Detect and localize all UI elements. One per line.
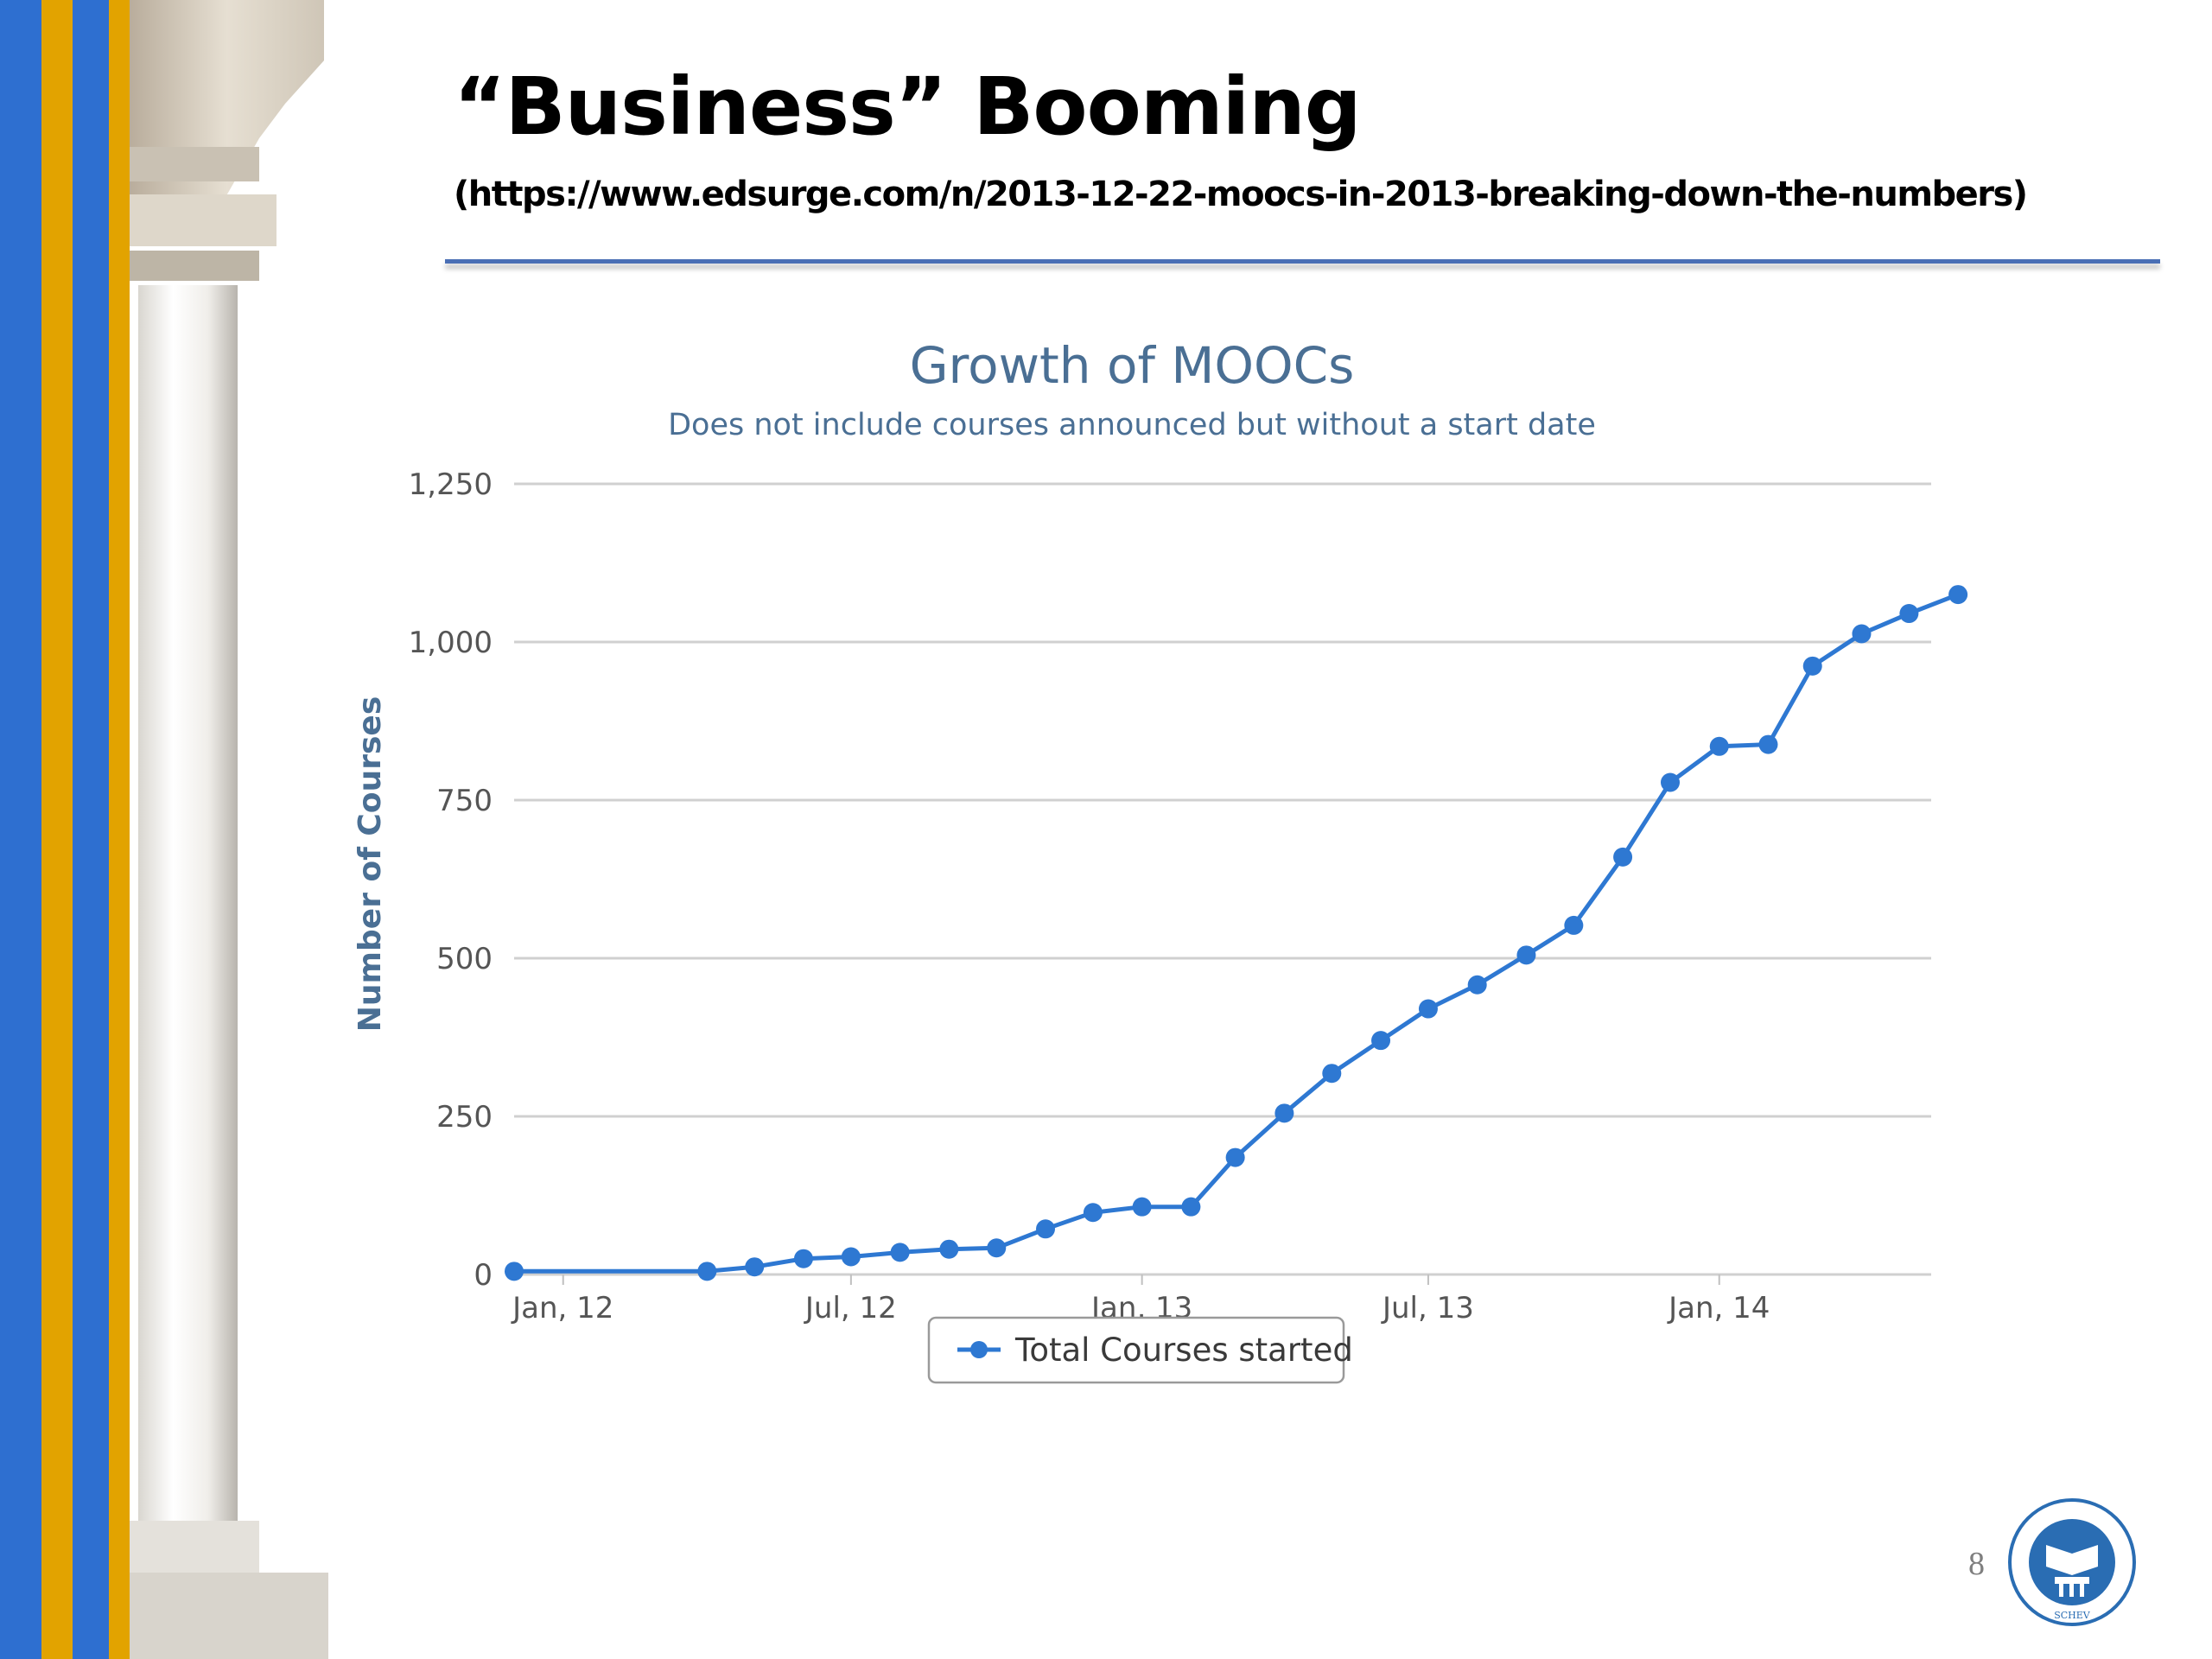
- series-total-courses-started: [505, 585, 1968, 1281]
- data-point[interactable]: [1036, 1219, 1055, 1239]
- y-axis-label: Number of Courses: [353, 696, 388, 1032]
- y-tick-label: 500: [436, 942, 493, 976]
- y-tick-label: 1,250: [409, 467, 493, 502]
- data-point[interactable]: [1899, 604, 1919, 624]
- column-background-image: [0, 0, 328, 1659]
- data-point[interactable]: [890, 1243, 910, 1262]
- data-point[interactable]: [1709, 736, 1729, 756]
- data-point[interactable]: [793, 1249, 813, 1268]
- data-point[interactable]: [1613, 847, 1633, 867]
- data-point[interactable]: [1274, 1103, 1294, 1123]
- legend-label: Total Courses started: [1014, 1332, 1353, 1369]
- data-point[interactable]: [1660, 772, 1680, 792]
- x-tick-label: Jul, 13: [1381, 1291, 1474, 1325]
- data-point[interactable]: [1181, 1197, 1201, 1217]
- data-point[interactable]: [841, 1247, 861, 1267]
- data-point[interactable]: [1225, 1147, 1245, 1167]
- data-point[interactable]: [987, 1238, 1007, 1258]
- x-tick-label: Jan, 12: [511, 1291, 613, 1325]
- data-point[interactable]: [505, 1262, 524, 1281]
- data-point[interactable]: [1083, 1203, 1103, 1223]
- data-point[interactable]: [1418, 999, 1438, 1019]
- y-tick-label: 750: [436, 784, 493, 818]
- data-point[interactable]: [939, 1239, 959, 1259]
- legend[interactable]: Total Courses started: [927, 1316, 1353, 1384]
- y-tick-label: 0: [474, 1258, 493, 1293]
- source-link-text: (https://www.edsurge.com/n/2013-12-22-mo…: [454, 175, 2028, 214]
- slide-title: “Business” Booming: [454, 60, 1362, 153]
- data-point[interactable]: [1948, 585, 1968, 605]
- legend-point-marker: [970, 1341, 988, 1358]
- svg-text:SCHEV: SCHEV: [2054, 1610, 2091, 1621]
- data-point[interactable]: [1758, 734, 1778, 754]
- y-tick-label: 1,000: [409, 626, 493, 660]
- data-point[interactable]: [1467, 975, 1487, 995]
- page-number: 8: [1968, 1546, 1985, 1582]
- chart-title: Growth of MOOCs: [910, 337, 1355, 395]
- data-point[interactable]: [1371, 1031, 1391, 1051]
- x-axis-tick-labels: Jan, 12 Jul, 12 Jan, 13 Jul, 13 Jan, 14: [511, 1274, 1770, 1325]
- schev-seal-logo: SCHEV: [2008, 1498, 2136, 1626]
- data-point[interactable]: [1516, 945, 1536, 965]
- x-tick-label: Jan, 14: [1667, 1291, 1770, 1325]
- series-line: [514, 592, 1960, 1274]
- chart-subtitle: Does not include courses announced but w…: [668, 408, 1596, 442]
- title-divider: [445, 259, 2160, 264]
- data-point[interactable]: [1852, 624, 1872, 644]
- y-axis-tick-labels: 0 250 500 750 1,000 1,250: [409, 467, 493, 1293]
- data-point[interactable]: [697, 1262, 717, 1281]
- data-point[interactable]: [745, 1257, 765, 1277]
- growth-of-moocs-chart: Growth of MOOCs Does not include courses…: [353, 337, 1968, 1384]
- data-point[interactable]: [1132, 1197, 1152, 1217]
- data-point[interactable]: [1322, 1064, 1342, 1084]
- legend-box: [927, 1316, 1345, 1384]
- data-point[interactable]: [1802, 656, 1822, 676]
- data-point[interactable]: [1564, 915, 1584, 935]
- x-tick-label: Jul, 12: [804, 1291, 897, 1325]
- y-tick-label: 250: [436, 1100, 493, 1135]
- gridlines: [514, 482, 1931, 1276]
